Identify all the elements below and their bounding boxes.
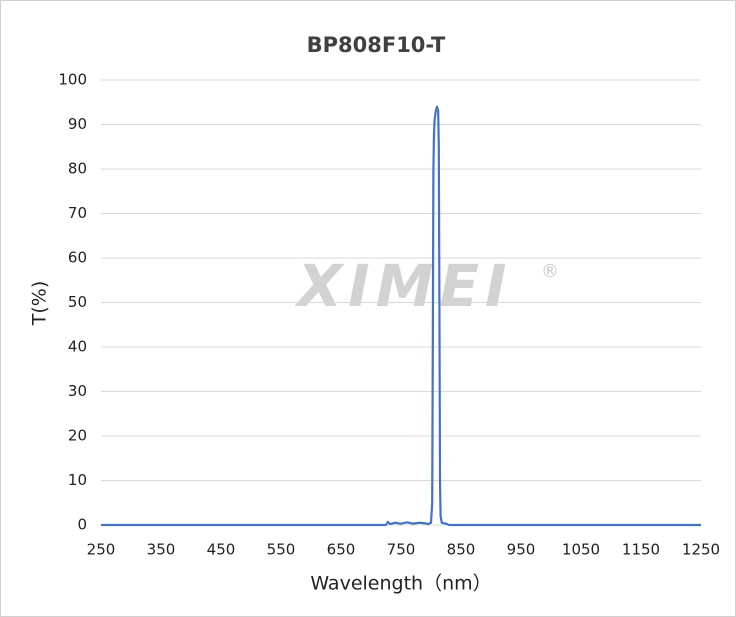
x-tick-label: 650 bbox=[327, 541, 356, 559]
y-axis-label: T(%) bbox=[29, 281, 51, 327]
y-tick-label: 60 bbox=[68, 249, 87, 267]
y-tick-label: 30 bbox=[68, 382, 87, 400]
x-axis-label: Wavelength（nm） bbox=[310, 573, 491, 595]
watermark-mark: ® bbox=[541, 261, 559, 282]
y-tick-label: 70 bbox=[68, 204, 87, 222]
x-tick-label: 1250 bbox=[682, 541, 720, 559]
x-tick-label: 350 bbox=[147, 541, 176, 559]
y-tick-label: 90 bbox=[68, 115, 87, 133]
x-tick-label: 950 bbox=[507, 541, 536, 559]
x-tick-label: 250 bbox=[87, 541, 116, 559]
y-tick-label: 0 bbox=[77, 516, 87, 534]
x-tick-label: 850 bbox=[447, 541, 476, 559]
watermark: XIMEI bbox=[294, 252, 512, 320]
x-tick-label: 450 bbox=[207, 541, 236, 559]
data-line bbox=[101, 105, 701, 527]
y-tick-label: 10 bbox=[68, 471, 87, 489]
x-tick-label: 750 bbox=[387, 541, 416, 559]
chart-title: BP808F10-T bbox=[307, 33, 446, 57]
y-tick-label: 80 bbox=[68, 160, 87, 178]
x-tick-label: 1150 bbox=[622, 541, 660, 559]
y-tick-label: 100 bbox=[58, 71, 87, 89]
y-tick-label: 40 bbox=[68, 338, 87, 356]
x-tick-label: 550 bbox=[267, 541, 296, 559]
y-tick-label: 50 bbox=[68, 293, 87, 311]
y-tick-label: 20 bbox=[68, 427, 87, 445]
x-tick-label: 1050 bbox=[562, 541, 600, 559]
